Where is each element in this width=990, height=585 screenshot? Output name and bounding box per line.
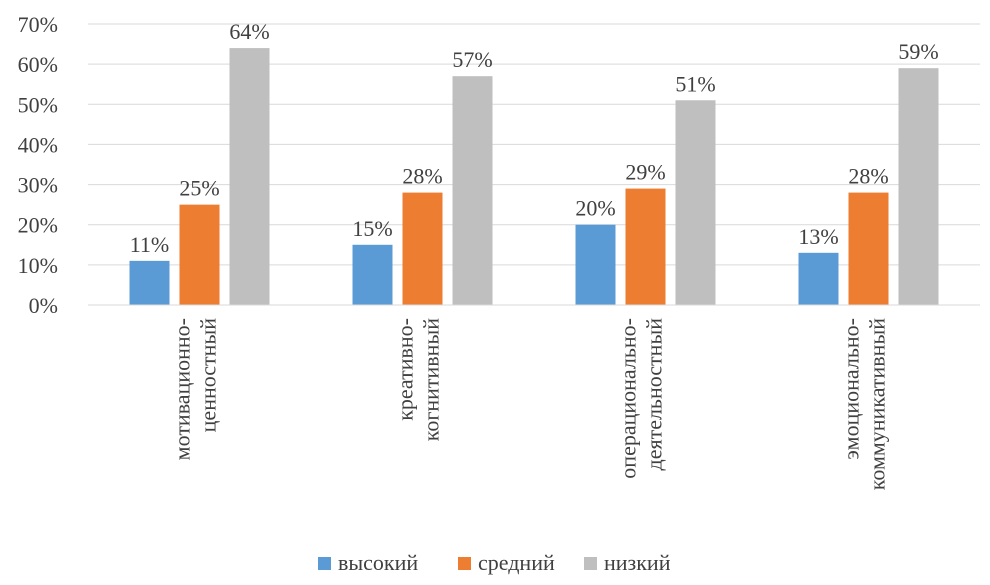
legend-label: средний bbox=[478, 550, 555, 575]
grid-lines bbox=[88, 23, 980, 266]
bar-средний bbox=[402, 192, 443, 305]
legend-swatch bbox=[458, 557, 471, 570]
y-axis-ticks: 0% 10% 20% 30% 40% 50% 60% 70% bbox=[18, 12, 58, 318]
data-label: 25% bbox=[179, 176, 219, 201]
bar-высокий bbox=[798, 252, 839, 305]
bars bbox=[129, 48, 939, 306]
data-label: 57% bbox=[452, 47, 492, 72]
category-labels: мотивационно-ценностный креативно-когнити… bbox=[170, 318, 890, 490]
data-label: 13% bbox=[798, 224, 838, 249]
y-tick-label: 70% bbox=[18, 12, 58, 37]
category-label-line: деятельностный bbox=[642, 318, 667, 471]
bar-средний bbox=[625, 188, 666, 305]
bar-низкий bbox=[675, 100, 716, 306]
data-label: 64% bbox=[229, 19, 269, 44]
y-tick-label: 30% bbox=[18, 173, 58, 198]
bar-высокий bbox=[575, 224, 616, 305]
y-tick-label: 40% bbox=[18, 132, 58, 157]
category-label-line: креативно- bbox=[393, 318, 418, 421]
category-label-line: операционально- bbox=[616, 318, 641, 479]
bar-низкий bbox=[229, 48, 270, 305]
bar-низкий bbox=[452, 76, 493, 305]
bar-высокий bbox=[352, 244, 393, 305]
category-label-line: коммуникативный bbox=[865, 318, 890, 490]
category-label: мотивационно-ценностный bbox=[170, 318, 221, 461]
data-label: 20% bbox=[575, 196, 615, 221]
legend-label: высокий bbox=[338, 550, 418, 575]
bar-низкий bbox=[898, 68, 939, 306]
legend-swatch bbox=[584, 557, 597, 570]
data-label: 59% bbox=[898, 39, 938, 64]
legend-label: низкий bbox=[604, 550, 671, 575]
category-label: операционально-деятельностный bbox=[616, 318, 667, 479]
data-label: 11% bbox=[130, 232, 170, 257]
data-label: 51% bbox=[675, 71, 715, 96]
y-tick-label: 10% bbox=[18, 253, 58, 278]
data-label: 28% bbox=[402, 164, 442, 189]
y-tick-label: 20% bbox=[18, 213, 58, 238]
category-label-line: эмоционально- bbox=[839, 318, 864, 460]
data-label: 28% bbox=[848, 164, 888, 189]
category-label-line: ценностный bbox=[196, 318, 221, 433]
y-tick-label: 0% bbox=[29, 293, 58, 318]
bar-средний bbox=[179, 204, 220, 305]
data-label: 29% bbox=[625, 160, 665, 185]
y-tick-label: 50% bbox=[18, 92, 58, 117]
category-label: креативно-когнитивный bbox=[393, 318, 444, 441]
data-labels: 11% 25% 64% 15% 28% 57% 20% 29% 51% 13% 28% 59% bbox=[130, 19, 939, 257]
legend-swatch bbox=[318, 557, 331, 570]
bar-высокий bbox=[129, 260, 170, 305]
category-label-line: мотивационно- bbox=[170, 318, 195, 460]
data-label: 15% bbox=[352, 216, 392, 241]
legend: высокий средний низкий bbox=[318, 550, 671, 575]
category-label: эмоционально-коммуникативный bbox=[839, 318, 890, 490]
bar-средний bbox=[848, 192, 889, 305]
category-label-line: когнитивный bbox=[419, 318, 444, 441]
y-tick-label: 60% bbox=[18, 52, 58, 77]
